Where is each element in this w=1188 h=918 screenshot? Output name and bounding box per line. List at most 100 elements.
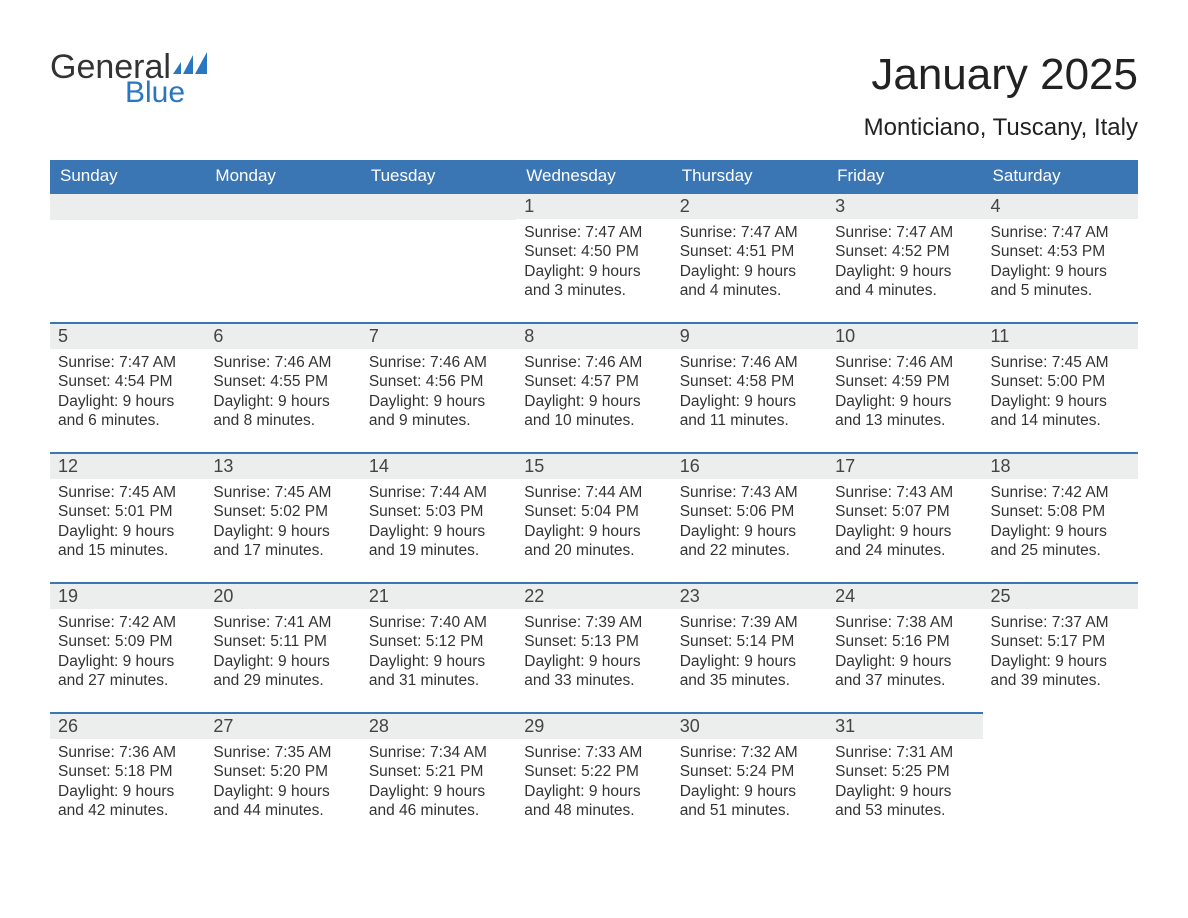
sunrise-line: Sunrise: 7:47 AM (991, 223, 1130, 242)
calendar-day: 24Sunrise: 7:38 AMSunset: 5:16 PMDayligh… (827, 582, 982, 712)
calendar-day: 16Sunrise: 7:43 AMSunset: 5:06 PMDayligh… (672, 452, 827, 582)
sunset-line: Sunset: 4:56 PM (369, 372, 508, 391)
sunrise-line: Sunrise: 7:40 AM (369, 613, 508, 632)
calendar-week: 19Sunrise: 7:42 AMSunset: 5:09 PMDayligh… (50, 582, 1138, 712)
calendar-day: 6Sunrise: 7:46 AMSunset: 4:55 PMDaylight… (205, 322, 360, 452)
calendar-day-empty (983, 712, 1138, 842)
day-details: Sunrise: 7:44 AMSunset: 5:04 PMDaylight:… (516, 479, 671, 569)
sunrise-line: Sunrise: 7:35 AM (213, 743, 352, 762)
day-details: Sunrise: 7:42 AMSunset: 5:09 PMDaylight:… (50, 609, 205, 699)
calendar-body: 1Sunrise: 7:47 AMSunset: 4:50 PMDaylight… (50, 192, 1138, 842)
daylight-line: Daylight: 9 hours and 39 minutes. (991, 652, 1130, 691)
day-details: Sunrise: 7:45 AMSunset: 5:00 PMDaylight:… (983, 349, 1138, 439)
calendar-day: 15Sunrise: 7:44 AMSunset: 5:04 PMDayligh… (516, 452, 671, 582)
sunrise-line: Sunrise: 7:33 AM (524, 743, 663, 762)
calendar-day: 29Sunrise: 7:33 AMSunset: 5:22 PMDayligh… (516, 712, 671, 842)
calendar-day: 13Sunrise: 7:45 AMSunset: 5:02 PMDayligh… (205, 452, 360, 582)
day-details: Sunrise: 7:45 AMSunset: 5:02 PMDaylight:… (205, 479, 360, 569)
day-number: 22 (516, 582, 671, 609)
brand-logo: General Blue (50, 50, 209, 108)
day-details: Sunrise: 7:41 AMSunset: 5:11 PMDaylight:… (205, 609, 360, 699)
day-number: 3 (827, 192, 982, 219)
sunrise-line: Sunrise: 7:46 AM (369, 353, 508, 372)
daylight-line: Daylight: 9 hours and 11 minutes. (680, 392, 819, 431)
day-details: Sunrise: 7:45 AMSunset: 5:01 PMDaylight:… (50, 479, 205, 569)
day-number: 21 (361, 582, 516, 609)
day-number: 13 (205, 452, 360, 479)
calendar-day: 19Sunrise: 7:42 AMSunset: 5:09 PMDayligh… (50, 582, 205, 712)
day-details: Sunrise: 7:47 AMSunset: 4:53 PMDaylight:… (983, 219, 1138, 309)
day-details: Sunrise: 7:32 AMSunset: 5:24 PMDaylight:… (672, 739, 827, 829)
day-number: 19 (50, 582, 205, 609)
sunrise-line: Sunrise: 7:41 AM (213, 613, 352, 632)
calendar-week: 1Sunrise: 7:47 AMSunset: 4:50 PMDaylight… (50, 192, 1138, 322)
sunset-line: Sunset: 5:16 PM (835, 632, 974, 651)
daylight-line: Daylight: 9 hours and 4 minutes. (680, 262, 819, 301)
calendar-day: 21Sunrise: 7:40 AMSunset: 5:12 PMDayligh… (361, 582, 516, 712)
weekday-header: Monday (205, 160, 360, 192)
sunrise-line: Sunrise: 7:32 AM (680, 743, 819, 762)
day-details: Sunrise: 7:46 AMSunset: 4:55 PMDaylight:… (205, 349, 360, 439)
sunrise-line: Sunrise: 7:46 AM (835, 353, 974, 372)
day-details: Sunrise: 7:44 AMSunset: 5:03 PMDaylight:… (361, 479, 516, 569)
day-number: 16 (672, 452, 827, 479)
calendar-day: 5Sunrise: 7:47 AMSunset: 4:54 PMDaylight… (50, 322, 205, 452)
day-number: 9 (672, 322, 827, 349)
sunset-line: Sunset: 4:55 PM (213, 372, 352, 391)
brand-part2: Blue (125, 78, 209, 108)
page-title: January 2025 (864, 50, 1138, 100)
sunrise-line: Sunrise: 7:47 AM (524, 223, 663, 242)
sunset-line: Sunset: 5:00 PM (991, 372, 1130, 391)
daylight-line: Daylight: 9 hours and 24 minutes. (835, 522, 974, 561)
daylight-line: Daylight: 9 hours and 9 minutes. (369, 392, 508, 431)
day-details: Sunrise: 7:43 AMSunset: 5:06 PMDaylight:… (672, 479, 827, 569)
sunrise-line: Sunrise: 7:42 AM (991, 483, 1130, 502)
calendar-day: 11Sunrise: 7:45 AMSunset: 5:00 PMDayligh… (983, 322, 1138, 452)
sunset-line: Sunset: 5:08 PM (991, 502, 1130, 521)
sunrise-line: Sunrise: 7:39 AM (524, 613, 663, 632)
day-number: 31 (827, 712, 982, 739)
day-number: 11 (983, 322, 1138, 349)
sunset-line: Sunset: 4:53 PM (991, 242, 1130, 261)
sunrise-line: Sunrise: 7:47 AM (835, 223, 974, 242)
calendar-table: SundayMondayTuesdayWednesdayThursdayFrid… (50, 160, 1138, 842)
calendar-day-empty (50, 192, 205, 322)
daylight-line: Daylight: 9 hours and 8 minutes. (213, 392, 352, 431)
day-details: Sunrise: 7:46 AMSunset: 4:58 PMDaylight:… (672, 349, 827, 439)
sunset-line: Sunset: 4:51 PM (680, 242, 819, 261)
day-details: Sunrise: 7:47 AMSunset: 4:51 PMDaylight:… (672, 219, 827, 309)
sunset-line: Sunset: 5:18 PM (58, 762, 197, 781)
calendar-week: 12Sunrise: 7:45 AMSunset: 5:01 PMDayligh… (50, 452, 1138, 582)
sunset-line: Sunset: 5:09 PM (58, 632, 197, 651)
calendar-day: 18Sunrise: 7:42 AMSunset: 5:08 PMDayligh… (983, 452, 1138, 582)
sunset-line: Sunset: 4:58 PM (680, 372, 819, 391)
daylight-line: Daylight: 9 hours and 44 minutes. (213, 782, 352, 821)
day-details: Sunrise: 7:39 AMSunset: 5:13 PMDaylight:… (516, 609, 671, 699)
sunset-line: Sunset: 4:59 PM (835, 372, 974, 391)
calendar-day: 17Sunrise: 7:43 AMSunset: 5:07 PMDayligh… (827, 452, 982, 582)
day-details: Sunrise: 7:35 AMSunset: 5:20 PMDaylight:… (205, 739, 360, 829)
day-details: Sunrise: 7:42 AMSunset: 5:08 PMDaylight:… (983, 479, 1138, 569)
daylight-line: Daylight: 9 hours and 15 minutes. (58, 522, 197, 561)
day-number: 4 (983, 192, 1138, 219)
sunrise-line: Sunrise: 7:36 AM (58, 743, 197, 762)
daylight-line: Daylight: 9 hours and 46 minutes. (369, 782, 508, 821)
sunset-line: Sunset: 5:06 PM (680, 502, 819, 521)
calendar-day: 3Sunrise: 7:47 AMSunset: 4:52 PMDaylight… (827, 192, 982, 322)
day-number: 24 (827, 582, 982, 609)
daylight-line: Daylight: 9 hours and 5 minutes. (991, 262, 1130, 301)
weekday-header: Sunday (50, 160, 205, 192)
daylight-line: Daylight: 9 hours and 6 minutes. (58, 392, 197, 431)
daylight-line: Daylight: 9 hours and 20 minutes. (524, 522, 663, 561)
day-number (205, 192, 360, 220)
sunset-line: Sunset: 4:50 PM (524, 242, 663, 261)
day-number: 1 (516, 192, 671, 219)
calendar-day: 4Sunrise: 7:47 AMSunset: 4:53 PMDaylight… (983, 192, 1138, 322)
sunrise-line: Sunrise: 7:38 AM (835, 613, 974, 632)
sunset-line: Sunset: 5:21 PM (369, 762, 508, 781)
daylight-line: Daylight: 9 hours and 19 minutes. (369, 522, 508, 561)
weekday-header: Friday (827, 160, 982, 192)
day-number: 29 (516, 712, 671, 739)
day-details: Sunrise: 7:33 AMSunset: 5:22 PMDaylight:… (516, 739, 671, 829)
daylight-line: Daylight: 9 hours and 48 minutes. (524, 782, 663, 821)
